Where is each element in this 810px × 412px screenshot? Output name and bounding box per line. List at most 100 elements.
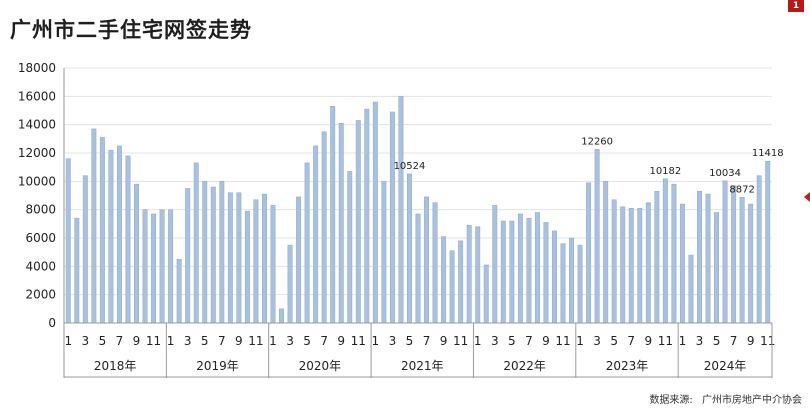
x-tick-label: 7 [525, 334, 533, 348]
bar [500, 220, 506, 324]
data-source-value: 广州市房地产中介协会 [702, 395, 802, 406]
x-tick-label: 11 [555, 334, 570, 348]
bar [662, 178, 668, 324]
bar [168, 209, 174, 324]
bar [731, 185, 737, 324]
bar [202, 181, 208, 324]
x-tick-label: 3 [286, 334, 294, 348]
data-label: 10182 [649, 166, 681, 177]
bar [714, 212, 720, 324]
x-tick-label: 9 [235, 334, 243, 348]
bar [279, 308, 284, 324]
data-label: 10524 [394, 161, 426, 172]
x-tick-label: 7 [730, 334, 738, 348]
year-label: 2023年 [606, 359, 649, 373]
x-tick-label: 5 [303, 334, 311, 348]
x-tick-label: 7 [627, 334, 635, 348]
bar [219, 181, 225, 324]
bar [151, 213, 157, 324]
x-tick-label: 5 [406, 334, 414, 348]
bar [526, 217, 532, 324]
bar [210, 186, 216, 324]
bar [330, 106, 336, 324]
bar [159, 209, 165, 324]
x-tick-label: 9 [440, 334, 448, 348]
bar [628, 208, 634, 324]
year-label: 2022年 [503, 359, 546, 373]
x-tick-label: 1 [372, 334, 380, 348]
x-tick-label: 7 [423, 334, 431, 348]
bar [475, 226, 481, 324]
bar [296, 196, 302, 324]
bar [509, 220, 515, 324]
bar [449, 250, 455, 324]
bar [552, 230, 557, 324]
chart-title: 广州市二手住宅网签走势 [10, 18, 252, 42]
y-tick-label: 12000 [18, 146, 56, 160]
x-tick-label: 3 [184, 334, 192, 348]
bar [569, 237, 575, 324]
bar [125, 155, 131, 324]
bar [603, 181, 609, 324]
bar [287, 244, 293, 324]
year-label: 2021年 [401, 359, 444, 373]
bar [739, 197, 745, 324]
bar [756, 175, 762, 324]
bar [244, 210, 250, 324]
bar [116, 145, 122, 324]
bar [492, 205, 498, 324]
data-source: 数据来源: 广州市房地产中介协会 [643, 391, 802, 406]
bar [65, 158, 71, 324]
x-tick-label: 11 [351, 334, 366, 348]
x-tick-label: 11 [658, 334, 673, 348]
year-label: 2024年 [704, 359, 747, 373]
x-tick-label: 9 [644, 334, 652, 348]
bar [654, 191, 660, 324]
bar [645, 202, 651, 324]
bar [594, 149, 600, 324]
bar [441, 236, 447, 324]
bar [134, 183, 139, 324]
bar [611, 199, 617, 324]
bar [466, 225, 472, 324]
y-tick-label: 2000 [25, 288, 56, 302]
y-tick-label: 6000 [25, 231, 56, 245]
bar [620, 206, 626, 324]
bar [688, 254, 694, 324]
bar [193, 162, 199, 324]
bar [227, 192, 233, 324]
x-tick-label: 11 [248, 334, 263, 348]
x-tick-label: 7 [218, 334, 226, 348]
bar [364, 108, 370, 324]
bar [261, 193, 267, 324]
bar [270, 205, 276, 324]
x-tick-label: 1 [576, 334, 584, 348]
x-tick-label: 7 [320, 334, 328, 348]
y-tick-label: 16000 [18, 89, 56, 103]
bar [560, 243, 566, 324]
bar [347, 171, 353, 324]
bar [679, 203, 685, 324]
bar [637, 208, 643, 324]
bar [176, 259, 182, 324]
x-tick-label: 5 [99, 334, 107, 348]
bar [697, 191, 702, 324]
x-tick-label: 9 [337, 334, 345, 348]
x-tick-label: 7 [116, 334, 124, 348]
bar [313, 145, 319, 324]
y-tick-label: 4000 [25, 259, 56, 273]
bar [82, 175, 88, 324]
year-label: 2018年 [94, 359, 137, 373]
x-tick-label: 1 [269, 334, 277, 348]
bar [398, 96, 404, 324]
y-tick-label: 8000 [25, 203, 56, 217]
x-tick-label: 5 [713, 334, 721, 348]
x-tick-label: 1 [167, 334, 175, 348]
bar [108, 149, 114, 324]
x-tick-label: 1 [64, 334, 72, 348]
bar [577, 244, 583, 324]
x-tick-label: 3 [82, 334, 90, 348]
x-tick-label: 3 [696, 334, 704, 348]
bar [304, 162, 310, 324]
